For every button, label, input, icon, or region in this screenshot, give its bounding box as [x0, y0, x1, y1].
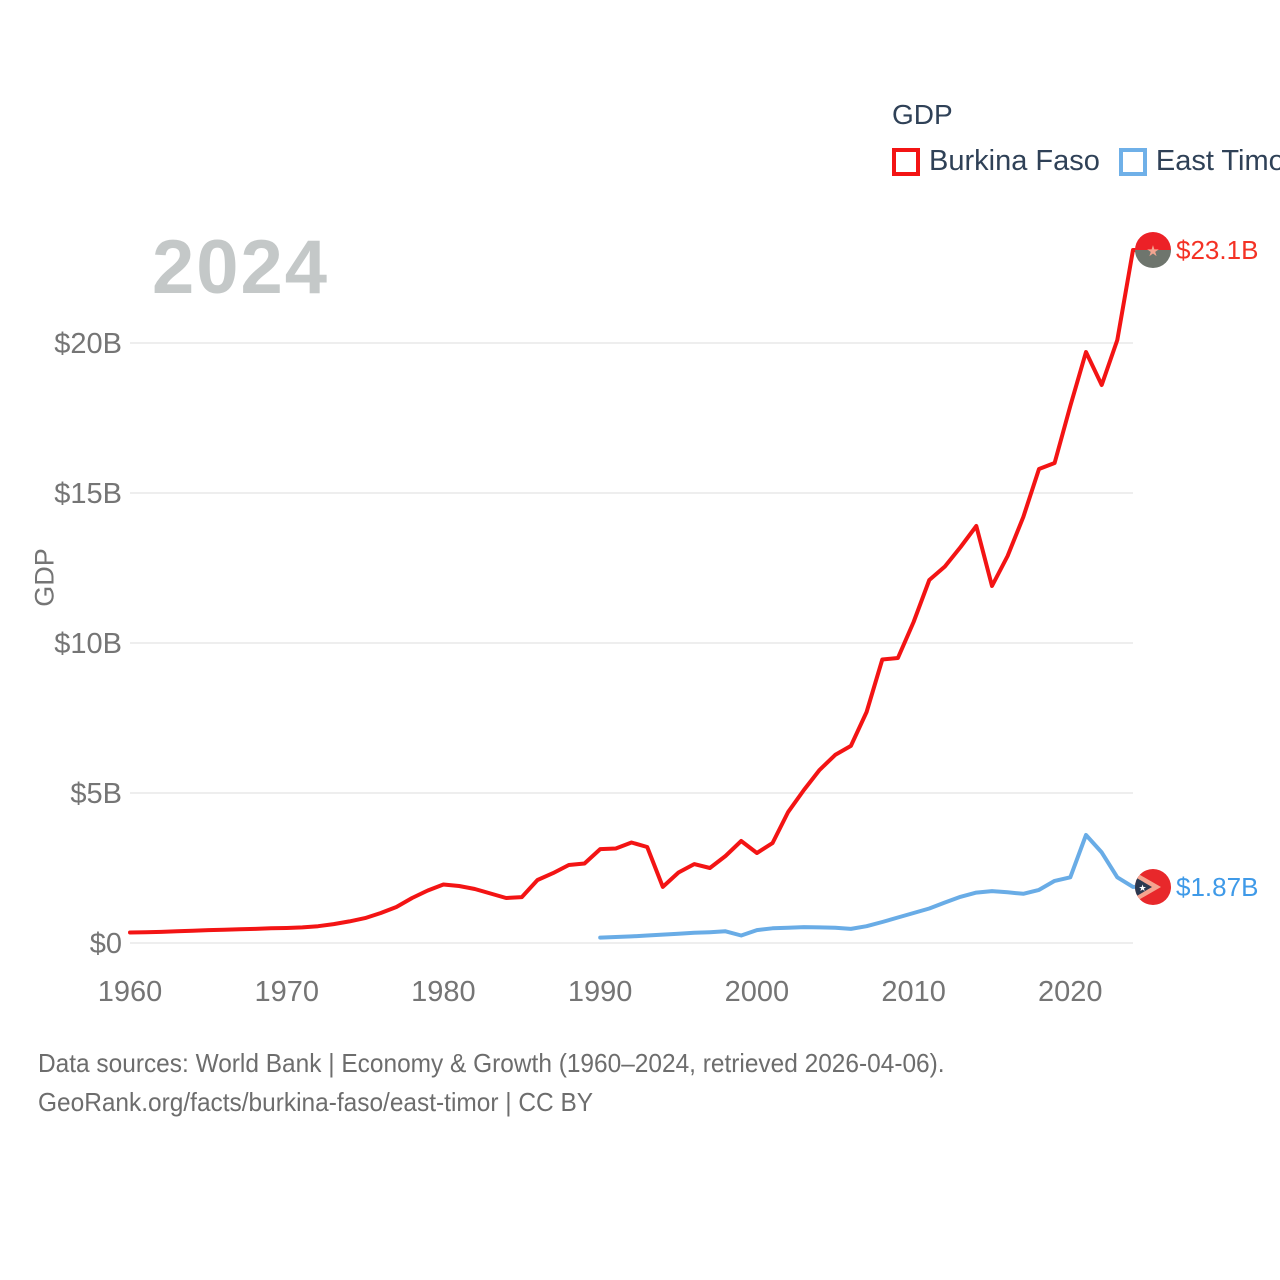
legend-title: GDP	[892, 99, 953, 130]
legend-label-burkina-faso: Burkina Faso	[929, 145, 1100, 177]
y-tick-label: $5B	[70, 778, 122, 810]
east-timor-line	[598, 833, 1149, 940]
burkina-faso-value-label: $23.1B	[1176, 235, 1259, 265]
svg-text:★: ★	[1139, 884, 1147, 894]
svg-text:★: ★	[1146, 242, 1159, 260]
legend-label-east-timor: East Timor	[1155, 145, 1280, 177]
east-timor-value-label: $1.87B	[1176, 872, 1259, 902]
y-tick-label: $10B	[54, 628, 122, 660]
y-tick-label: $20B	[54, 328, 122, 360]
legend-item-east-timor[interactable]: East Timor	[1118, 145, 1280, 178]
x-tick-label: 1990	[568, 976, 633, 1008]
burkina-faso-swatch-icon	[892, 147, 920, 176]
legend: GDP Burkina Faso East Timor	[892, 99, 1280, 178]
legend-item-burkina-faso[interactable]: Burkina Faso	[892, 145, 1100, 178]
east-timor-swatch-icon	[1118, 147, 1147, 176]
y-tick-label: $0	[90, 928, 122, 960]
x-tick-label: 2020	[1038, 976, 1103, 1008]
x-tick-label: 1980	[411, 976, 476, 1008]
burkina-faso-line	[128, 248, 1149, 935]
x-tick-label: 1970	[254, 976, 319, 1008]
attribution-footer: Data sources: World Bank | Economy & Gro…	[38, 1044, 945, 1122]
y-tick-label: $15B	[54, 478, 122, 510]
burkina-faso-flag-icon: ★	[1135, 232, 1171, 268]
watermark-year: 2024	[152, 225, 330, 310]
x-tick-label: 1960	[98, 976, 163, 1008]
east-timor-flag-icon: ★	[1135, 869, 1171, 905]
x-tick-label: 2010	[881, 976, 946, 1008]
data-sources-line: Data sources: World Bank | Economy & Gro…	[38, 1048, 945, 1078]
x-tick-label: 2000	[725, 976, 790, 1008]
legend-row: Burkina Faso East Timor	[892, 145, 1280, 178]
source-url-line[interactable]: GeoRank.org/facts/burkina-faso/east-timo…	[38, 1087, 594, 1117]
